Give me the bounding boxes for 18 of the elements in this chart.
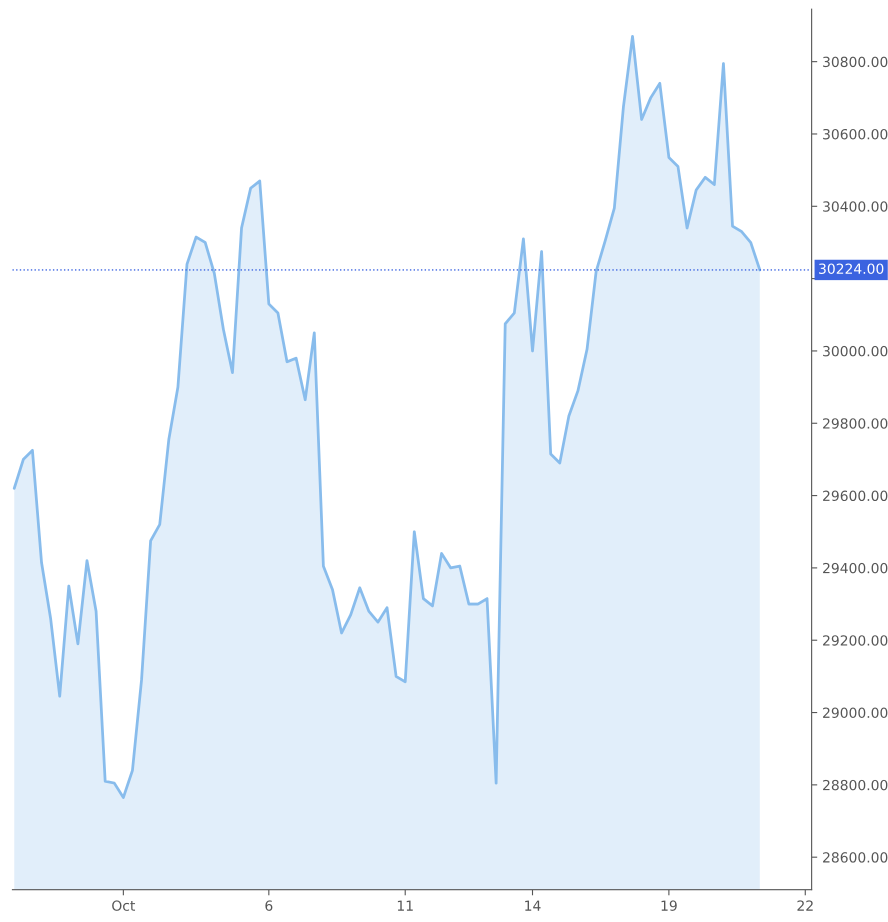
y-tick-label: 30600.00 — [823, 128, 888, 140]
y-tick-label: 28800.00 — [823, 780, 888, 790]
y-tick-label: 30400.00 — [823, 201, 888, 212]
y-tick-label: 30000.00 — [823, 346, 888, 356]
x-tick-label: 22 — [797, 900, 813, 911]
y-tick-label: 29400.00 — [823, 562, 888, 574]
x-tick-label: 19 — [662, 900, 677, 911]
y-tick-label: 29200.00 — [823, 635, 888, 646]
ref-line-label: 30224.00 — [819, 263, 884, 274]
x-tick-label: 11 — [398, 900, 413, 911]
y-tick-label: 30800.00 — [823, 56, 888, 68]
y-tick-label: 29600.00 — [823, 490, 888, 502]
x-tick-label: 14 — [525, 900, 541, 911]
y-tick-label: 29800.00 — [823, 418, 888, 429]
y-tick-label: 28600.00 — [823, 852, 888, 863]
x-tick-label: 6 — [265, 900, 272, 911]
x-tick-label: Oct — [112, 900, 136, 911]
y-tick-label: 29000.00 — [823, 708, 888, 718]
